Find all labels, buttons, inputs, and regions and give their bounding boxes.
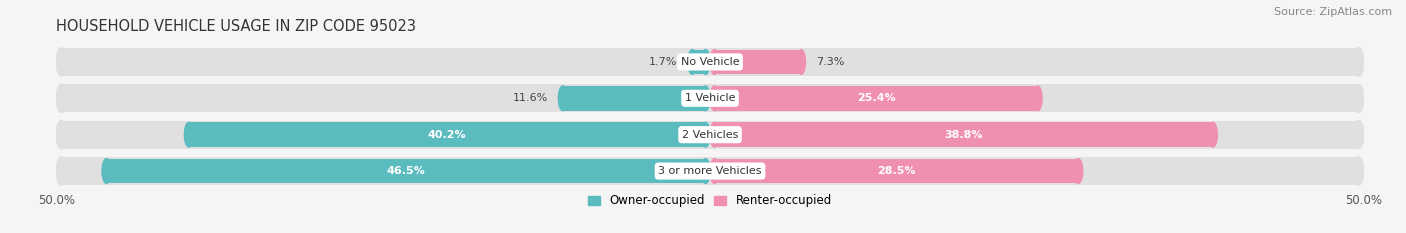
Circle shape [1354,157,1364,185]
Text: 11.6%: 11.6% [513,93,548,103]
Text: 28.5%: 28.5% [877,166,915,176]
Text: 40.2%: 40.2% [427,130,467,140]
Circle shape [797,50,806,74]
Bar [62,120,1358,149]
Text: Source: ZipAtlas.com: Source: ZipAtlas.com [1274,7,1392,17]
Bar [714,86,1038,111]
Bar [692,50,706,74]
Bar [714,122,1213,147]
Circle shape [558,86,567,111]
Text: HOUSEHOLD VEHICLE USAGE IN ZIP CODE 95023: HOUSEHOLD VEHICLE USAGE IN ZIP CODE 9502… [56,19,416,34]
Text: 1.7%: 1.7% [650,57,678,67]
Text: 1 Vehicle: 1 Vehicle [685,93,735,103]
Bar [62,84,1358,113]
Circle shape [702,122,710,147]
Bar [188,122,706,147]
Circle shape [1354,48,1364,76]
Circle shape [1209,122,1218,147]
Text: 3 or more Vehicles: 3 or more Vehicles [658,166,762,176]
Bar [562,86,706,111]
Text: 46.5%: 46.5% [387,166,426,176]
Circle shape [56,84,66,113]
Circle shape [710,50,718,74]
Circle shape [56,48,66,76]
Legend: Owner-occupied, Renter-occupied: Owner-occupied, Renter-occupied [583,190,837,212]
Text: 2 Vehicles: 2 Vehicles [682,130,738,140]
Circle shape [710,86,718,111]
Circle shape [184,122,193,147]
Circle shape [1354,120,1364,149]
Circle shape [702,159,710,183]
Text: No Vehicle: No Vehicle [681,57,740,67]
Circle shape [1074,159,1083,183]
Bar [714,159,1078,183]
Bar [62,48,1358,76]
Circle shape [1354,84,1364,113]
Text: 25.4%: 25.4% [856,93,896,103]
Bar [107,159,706,183]
Bar [62,157,1358,185]
Circle shape [688,50,697,74]
Circle shape [103,159,111,183]
Text: 38.8%: 38.8% [945,130,983,140]
Circle shape [1033,86,1042,111]
Circle shape [56,157,66,185]
Circle shape [710,159,718,183]
Circle shape [702,50,710,74]
Text: 7.3%: 7.3% [815,57,845,67]
Circle shape [56,120,66,149]
Bar [714,50,801,74]
Circle shape [702,86,710,111]
Circle shape [710,122,718,147]
